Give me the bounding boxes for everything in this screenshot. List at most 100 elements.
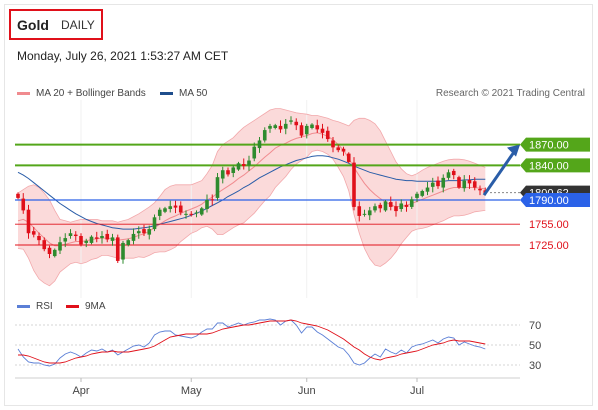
legend-rsi: RSI [17,301,53,312]
bollinger-upper-line [17,108,486,223]
candle-body [283,123,288,129]
candle-body [241,164,246,167]
level-tag-1790.00: 1790.00 [529,195,569,207]
candle-body [189,213,194,215]
candle-body [131,233,136,241]
x-axis: Apr May Jun Jul [15,377,520,397]
candle-body [268,125,272,129]
candle-body [58,242,62,251]
forecast-arrow [482,144,520,197]
candle-body [325,130,330,140]
x-tick-label-May: May [181,385,202,397]
candle-body [404,204,409,207]
level-tag-1840.00: 1840.00 [529,160,569,172]
candle-body [115,237,120,261]
candle-body [173,205,178,208]
candle-body [310,124,314,128]
candle-body [362,213,367,215]
candle-body [478,188,482,191]
candle-body [147,229,152,235]
rsi-panel: 70 50 30 [15,318,541,372]
candle-body [210,199,215,201]
legend-swatch-rsi [17,304,30,308]
candle-body [346,153,351,162]
candle-body [105,233,110,240]
level-tag-bg-1840.00 [520,158,590,173]
bollinger-band-area [18,108,486,286]
x-tick-label-Jun: Jun [298,385,316,397]
candle-body [457,177,461,188]
chart-frame [4,4,593,406]
candle-body [236,163,241,170]
candle-body [37,236,41,241]
forecast-arrow-head [507,144,520,157]
candle-body [378,204,383,209]
candle-body [441,177,446,188]
x-tick-label-Apr: Apr [72,385,89,397]
candle-body [73,234,78,236]
candle-body [331,140,335,148]
candle-body [79,236,83,245]
candle-body [394,206,398,212]
candle-body [121,242,125,260]
candle-body [47,247,52,254]
level-tag-bg-1790.00 [520,193,590,207]
candle-body [199,208,204,215]
candle-body [42,240,47,250]
candle-body [152,217,157,230]
legend-label-ma50: MA 50 [179,88,208,99]
candle-body [462,180,467,189]
candle-body [231,167,236,173]
legend-ma50: MA 50 [160,88,207,99]
candle-body [100,236,104,239]
candle-body [215,177,220,198]
candle-body [163,208,167,212]
research-credit: Research © 2021 Trading Central [435,88,585,99]
candle-body [142,229,146,234]
symbol-label: Gold [17,17,49,33]
legend-swatch-ma20 [17,91,30,95]
candle-body [399,203,404,209]
candle-body [110,237,115,241]
candle-body [26,209,31,234]
candle-body [257,140,262,149]
candle-body [31,231,36,235]
candle-body [451,170,456,176]
candle-body [226,170,230,175]
candle-body [89,236,94,243]
candle-body [320,128,325,133]
candle-body [294,121,299,126]
level-lines [15,143,520,246]
instrument-title-box[interactable]: Gold DAILY [9,9,103,40]
candle-body [425,187,430,192]
candle-body [184,213,188,215]
legend-swatch-ma50 [160,91,173,95]
bollinger-lower-line [17,149,486,287]
candle-body [467,179,472,184]
candle-body [472,181,477,188]
level-tag-bg-1870.00 [520,137,590,152]
ma50-line [17,155,486,230]
candle-body [136,231,141,234]
candle-body [304,125,309,135]
legend-9ma: 9MA [66,301,106,312]
candle-body [430,182,435,187]
x-tick-label-Jul: Jul [410,385,424,397]
candle-body [16,193,20,198]
candle-body [388,202,393,207]
legend-ma20-bollinger: MA 20 + Bollinger Bands [17,88,146,99]
rsi-tick-50: 50 [529,340,541,352]
candle-body [168,206,173,209]
candle-body [289,120,293,122]
rsi-tick-30: 30 [529,360,541,372]
bollinger-band-fill [18,108,486,286]
candle-body [367,210,372,216]
candle-body [341,148,346,152]
period-label: DAILY [61,18,95,32]
rsi-line [17,318,486,367]
candle-body [252,146,257,159]
candle-body [205,200,209,209]
candle-body [315,125,320,130]
candle-body [373,206,377,211]
level-tags: 1870.001840.001800.621790.001755.001725.… [520,137,590,252]
